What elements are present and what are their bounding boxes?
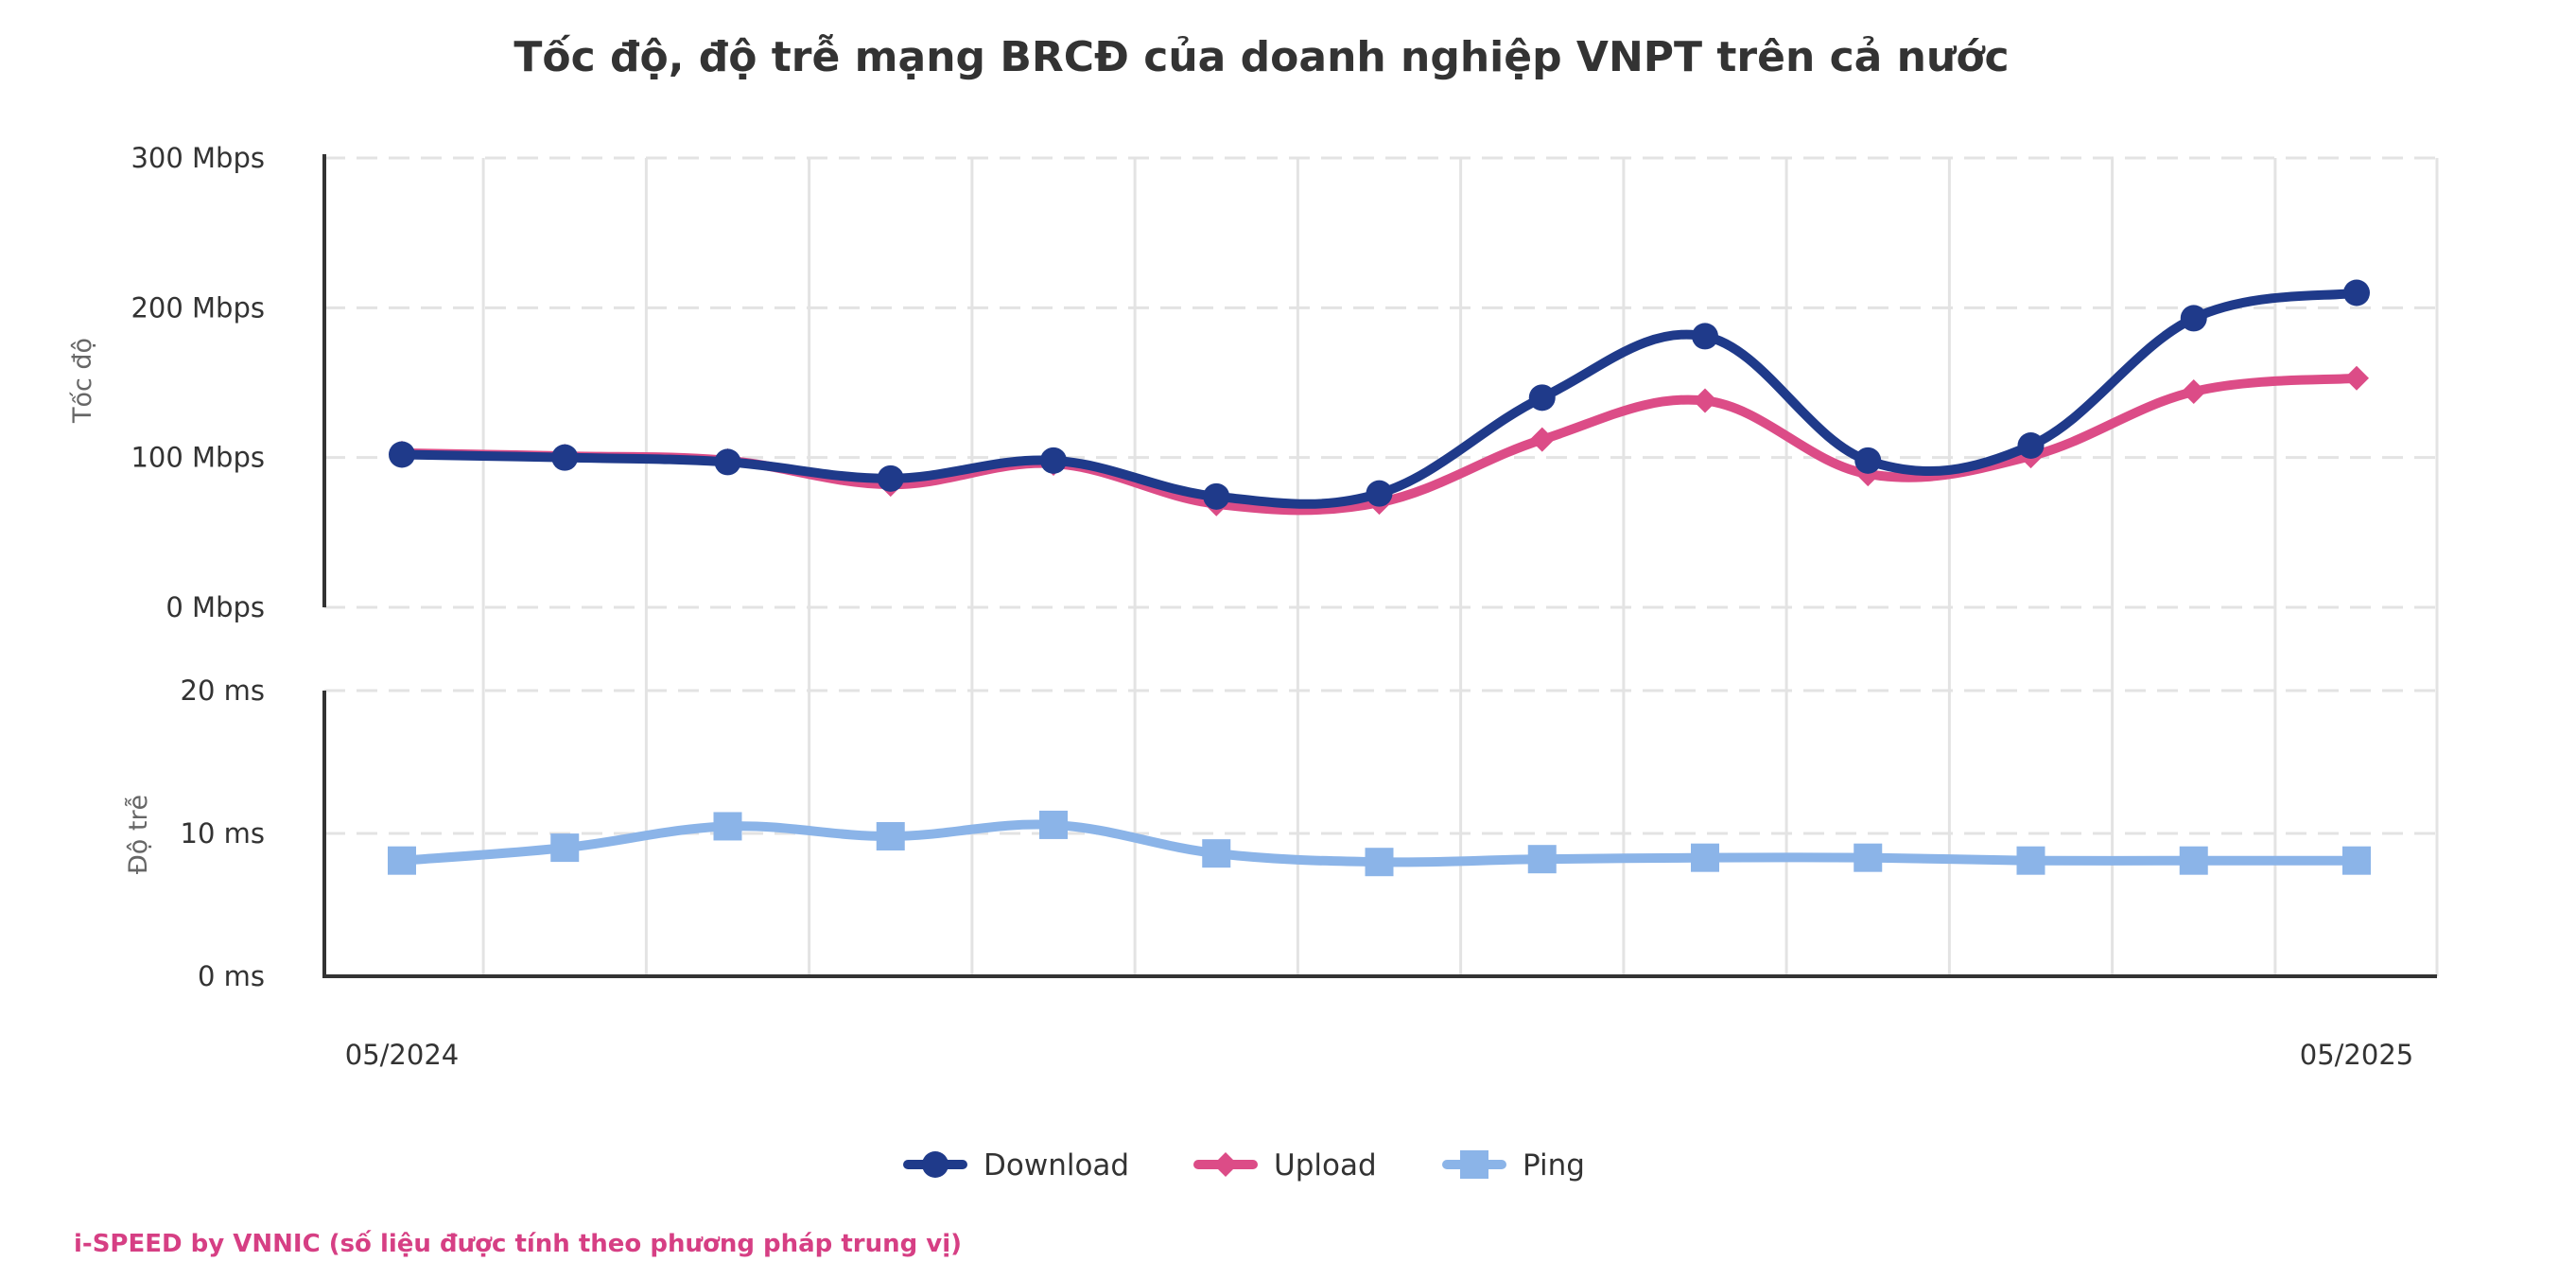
ping-point (2179, 846, 2208, 875)
speed-tick-label: 300 Mbps (131, 142, 265, 174)
download-point (389, 441, 415, 468)
ping-point (1691, 843, 1719, 872)
ping-point (550, 833, 580, 863)
speed-axis-title: Tốc độ (68, 338, 97, 424)
latency-tick-label: 10 ms (181, 817, 265, 850)
download-point (714, 448, 741, 476)
legend-marker-ping (1460, 1150, 1488, 1179)
download-point (1528, 384, 1556, 412)
download-point (1203, 482, 1230, 510)
download-point (1692, 323, 1718, 350)
download-point (1854, 447, 1882, 474)
ping-point (713, 812, 742, 841)
download-point (551, 444, 579, 471)
legend-item-download[interactable]: Download (903, 1148, 1129, 1183)
legend-label-ping: Ping (1523, 1148, 1585, 1183)
download-point (1040, 447, 1067, 474)
chart-title: Tốc độ, độ trễ mạng BRCĐ của doanh nghiệ… (513, 33, 2009, 81)
ping-point (388, 846, 416, 875)
legend-marker-download (922, 1151, 949, 1178)
ping-point (2016, 846, 2045, 875)
legend-item-upload[interactable]: Upload (1193, 1148, 1377, 1183)
download-point (1366, 480, 1393, 507)
source-credit: i-SPEED by VNNIC (số liệu được tính theo… (74, 1229, 962, 1258)
latency-axis-title: Độ trễ (124, 795, 153, 874)
download-point (2343, 279, 2370, 307)
latency-tick-label: 0 ms (198, 960, 265, 992)
legend-label-download: Download (983, 1148, 1129, 1183)
ping-point (876, 822, 905, 851)
upload-point (1693, 388, 1717, 413)
upload-point (2344, 365, 2369, 391)
speed-tick-label: 200 Mbps (131, 291, 265, 324)
legend: Download Upload Ping (903, 1148, 1585, 1183)
ping-point (1365, 848, 1394, 877)
speed-tick-label: 100 Mbps (131, 442, 265, 474)
ping-point (1039, 810, 1068, 839)
legend-marker-upload (1213, 1152, 1238, 1177)
plot-area: 0 Mbps 100 Mbps 200 Mbps 300 Mbps 0 ms 10 ms 2… (131, 142, 2439, 1183)
upload-point (2181, 379, 2206, 404)
ping-series (388, 810, 2371, 877)
ping-point (2342, 846, 2371, 875)
x-tick-label: 05/2025 (2300, 1039, 2413, 1071)
x-tick-label: 05/2024 (345, 1039, 459, 1071)
latency-tick-label: 20 ms (181, 675, 265, 707)
ping-point (1527, 845, 1557, 874)
ping-point (1202, 839, 1231, 868)
download-point (877, 464, 904, 492)
download-series (389, 279, 2370, 510)
legend-label-upload: Upload (1274, 1148, 1377, 1183)
speed-tick-label: 0 Mbps (165, 591, 265, 623)
download-line (397, 288, 2361, 509)
download-point (2017, 432, 2045, 459)
ping-point (1854, 843, 1883, 872)
upload-point (1529, 427, 1555, 452)
legend-item-ping[interactable]: Ping (1442, 1148, 1585, 1183)
download-point (2180, 305, 2207, 332)
